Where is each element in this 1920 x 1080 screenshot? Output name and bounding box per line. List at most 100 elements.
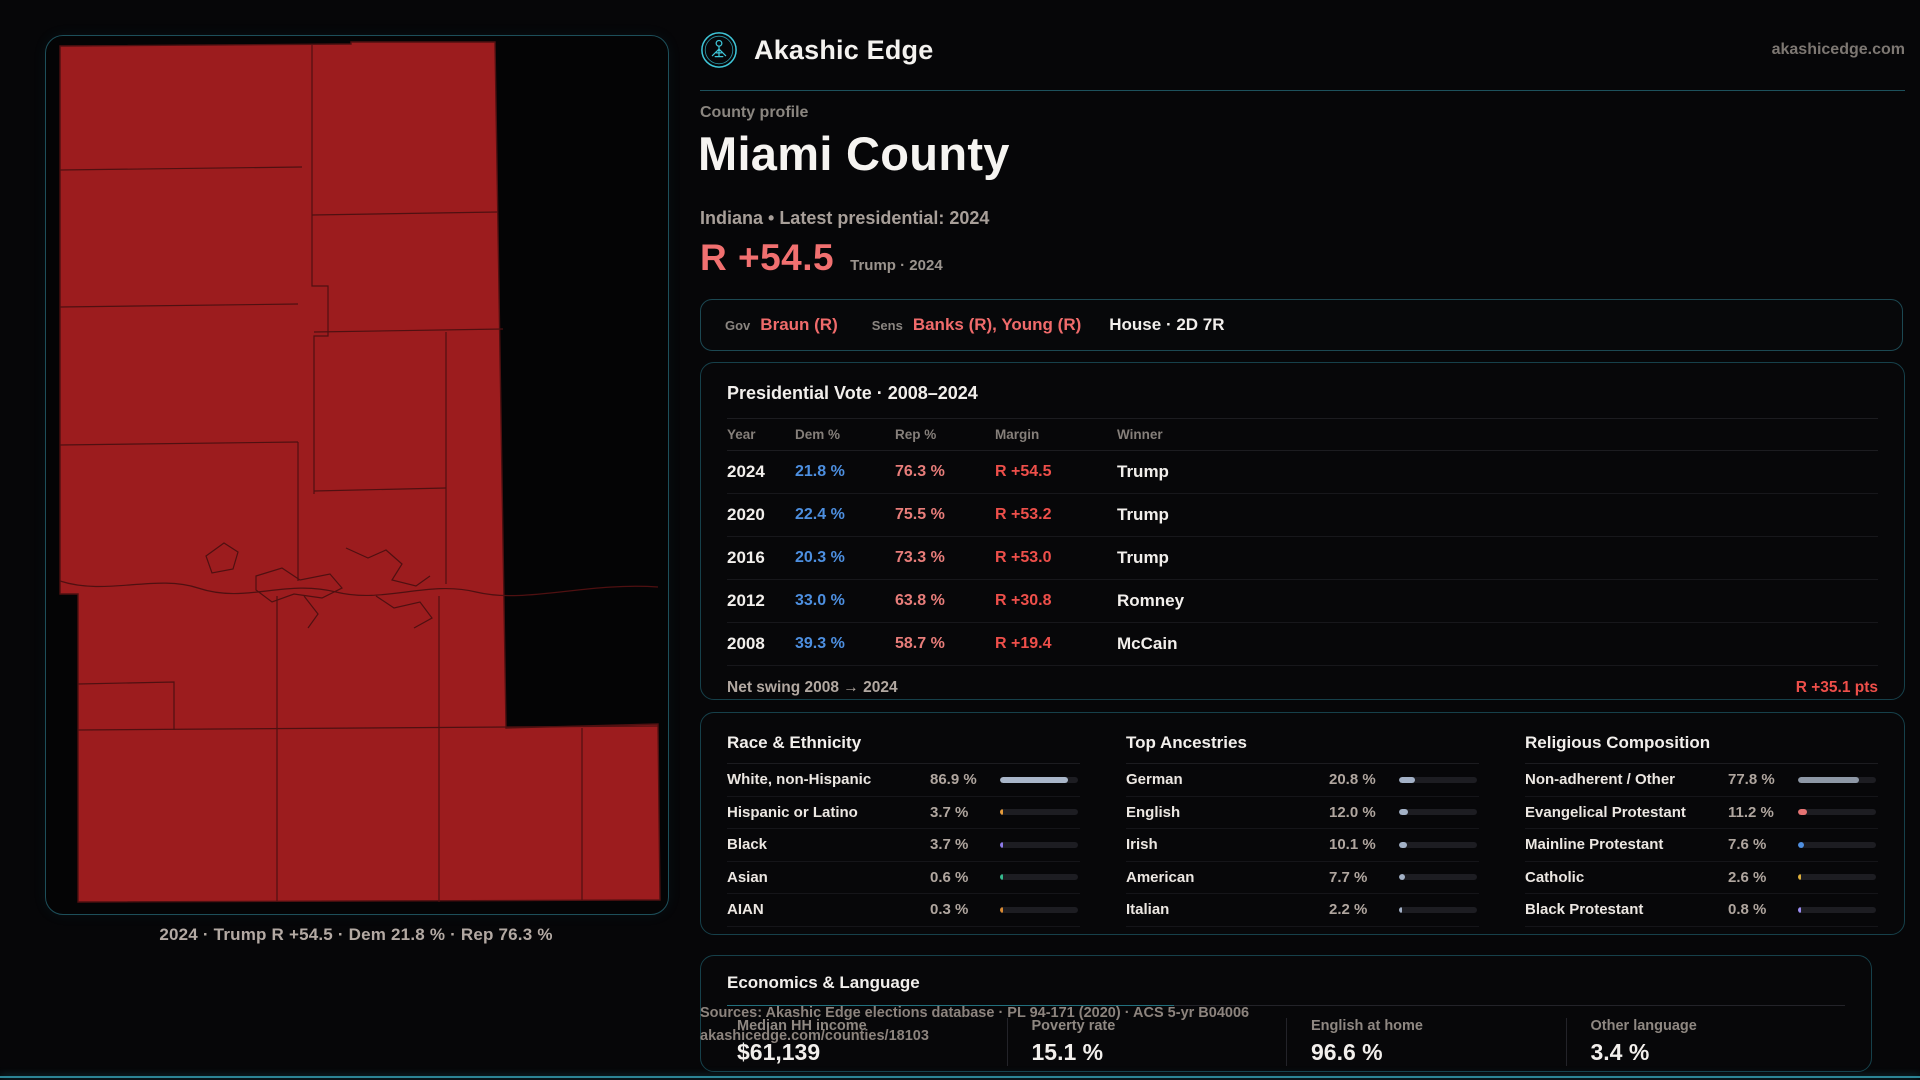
demo-value: 86.9 % (930, 771, 977, 789)
table-row: 2016 20.3 % 73.3 % R +53.0 Trump (727, 537, 1878, 580)
latest-margin: R +54.5 Trump · 2024 (700, 237, 943, 279)
demo-value: 2.6 % (1728, 868, 1767, 886)
net-swing-row: Net swing 2008 → 2024 R +35.1 pts (727, 679, 1878, 697)
vote-table-header: Year Dem % Rep % Margin Winner (727, 418, 1878, 451)
cell-rep: 76.3 % (895, 463, 945, 480)
list-item: Mainline Protestant 7.6 % (1525, 829, 1878, 862)
demo-bar (1798, 906, 1876, 913)
cell-dem: 21.8 % (795, 463, 845, 480)
stat-value: 3.4 % (1590, 1039, 1650, 1065)
table-row: 2012 33.0 % 63.8 % R +30.8 Romney (727, 580, 1878, 623)
demo-value: 77.8 % (1728, 771, 1775, 789)
akashic-edge-logo-icon (701, 32, 737, 68)
demo-value: 11.2 % (1728, 803, 1774, 821)
cell-rep: 63.8 % (895, 592, 945, 609)
demo-label: English (1126, 803, 1181, 821)
demo-label: Mainline Protestant (1525, 836, 1664, 854)
header-divider (700, 90, 1905, 91)
demo-bar (1000, 874, 1078, 881)
demo-label: Italian (1126, 901, 1170, 919)
gov-value: Braun (R) (760, 315, 838, 334)
stat-english-at-home: English at home 96.6 % (1286, 1018, 1566, 1066)
demo-bar (1798, 776, 1876, 783)
demo-bar (1798, 874, 1876, 881)
demo-value: 20.8 % (1329, 771, 1376, 789)
county-precinct-map[interactable] (46, 36, 668, 914)
demo-bar (1000, 776, 1078, 783)
list-item: American 7.7 % (1126, 862, 1479, 894)
cell-dem: 22.4 % (795, 506, 845, 523)
demographics-card: Race & Ethnicity White, non-Hispanic 86.… (700, 712, 1905, 935)
app-header: Akashic Edge akashicedge.com (700, 28, 1905, 72)
county-url-link[interactable]: akashicedge.com/counties/18103 (700, 1028, 929, 1045)
demo-bar (1399, 841, 1477, 848)
demo-bar (1000, 809, 1078, 816)
cell-year: 2020 (727, 505, 765, 524)
list-item: Evangelical Protestant 11.2 % (1525, 797, 1878, 829)
brand-title: Akashic Edge (754, 34, 934, 65)
vote-table-title: Presidential Vote · 2008–2024 (727, 383, 978, 403)
list-item: Asian 0.6 % (727, 862, 1080, 894)
economics-underline (727, 1005, 1845, 1006)
demo-label: White, non-Hispanic (727, 771, 872, 789)
stat-label: English at home (1311, 1018, 1423, 1034)
house-value: House · 2D 7R (1109, 315, 1225, 334)
cell-rep: 73.3 % (895, 549, 945, 566)
demo-bar (1798, 841, 1876, 848)
latest-margin-note: Trump · 2024 (850, 257, 943, 274)
stat-other-language: Other language 3.4 % (1565, 1018, 1846, 1066)
stat-value: 15.1 % (1031, 1039, 1104, 1065)
cell-year: 2016 (727, 548, 765, 567)
list-item: Italian 2.2 % (1126, 894, 1479, 927)
demo-label: Black (727, 836, 768, 854)
table-row: 2020 22.4 % 75.5 % R +53.2 Trump (727, 494, 1878, 537)
col-dem: Dem % (795, 427, 841, 442)
bottom-accent-line (0, 1076, 1920, 1078)
stat-label: Poverty rate (1031, 1018, 1116, 1034)
cell-year: 2012 (727, 591, 765, 610)
list-item: Black Protestant 0.8 % (1525, 894, 1878, 927)
section-title: Race & Ethnicity (727, 733, 1080, 764)
cell-dem: 39.3 % (795, 635, 845, 652)
col-margin: Margin (995, 427, 1040, 442)
demo-value: 3.7 % (930, 803, 969, 821)
demo-value: 3.7 % (930, 836, 969, 854)
demo-bar (1399, 809, 1477, 816)
demo-bar (1399, 874, 1477, 881)
list-item: Irish 10.1 % (1126, 829, 1479, 862)
demo-label: Asian (727, 868, 768, 886)
stat-value: $61,139 (737, 1039, 821, 1065)
demo-label: Non-adherent / Other (1525, 771, 1676, 789)
page-title: Miami County (698, 127, 1010, 180)
net-swing-value: R +35.1 pts (1795, 679, 1878, 696)
section-title: Top Ancestries (1126, 733, 1479, 764)
demo-label: Evangelical Protestant (1525, 803, 1686, 821)
cell-rep: 75.5 % (895, 506, 945, 523)
cell-margin: R +30.8 (995, 592, 1052, 609)
county-map-card (45, 35, 669, 915)
demo-label: Catholic (1525, 868, 1585, 886)
demo-value: 12.0 % (1329, 803, 1376, 821)
col-winner: Winner (1117, 427, 1163, 442)
demo-bar (1399, 776, 1477, 783)
demo-label: AIAN (727, 901, 764, 919)
economics-title: Economics & Language (727, 973, 920, 992)
stat-median-income: Median HH income $61,139 (727, 1018, 1007, 1066)
race-ethnicity-column: Race & Ethnicity White, non-Hispanic 86.… (727, 733, 1080, 927)
presidential-vote-card: Presidential Vote · 2008–2024 Year Dem %… (700, 362, 1905, 700)
demo-label: Black Protestant (1525, 901, 1644, 919)
stat-poverty-rate: Poverty rate 15.1 % (1006, 1018, 1287, 1066)
cell-winner: McCain (1117, 634, 1178, 653)
cell-margin: R +54.5 (995, 463, 1052, 480)
religion-column: Religious Composition Non-adherent / Oth… (1525, 733, 1878, 927)
brand-site-link[interactable]: akashicedge.com (1771, 41, 1905, 58)
cell-dem: 20.3 % (795, 549, 845, 566)
gov-label: Gov (725, 317, 751, 333)
cell-winner: Romney (1117, 591, 1185, 610)
list-item: Non-adherent / Other 77.8 % (1525, 764, 1878, 797)
list-item: AIAN 0.3 % (727, 894, 1080, 927)
list-item: Hispanic or Latino 3.7 % (727, 797, 1080, 829)
latest-margin-value: R +54.5 (700, 237, 835, 278)
ancestries-column: Top Ancestries German 20.8 % English 12.… (1126, 733, 1479, 927)
